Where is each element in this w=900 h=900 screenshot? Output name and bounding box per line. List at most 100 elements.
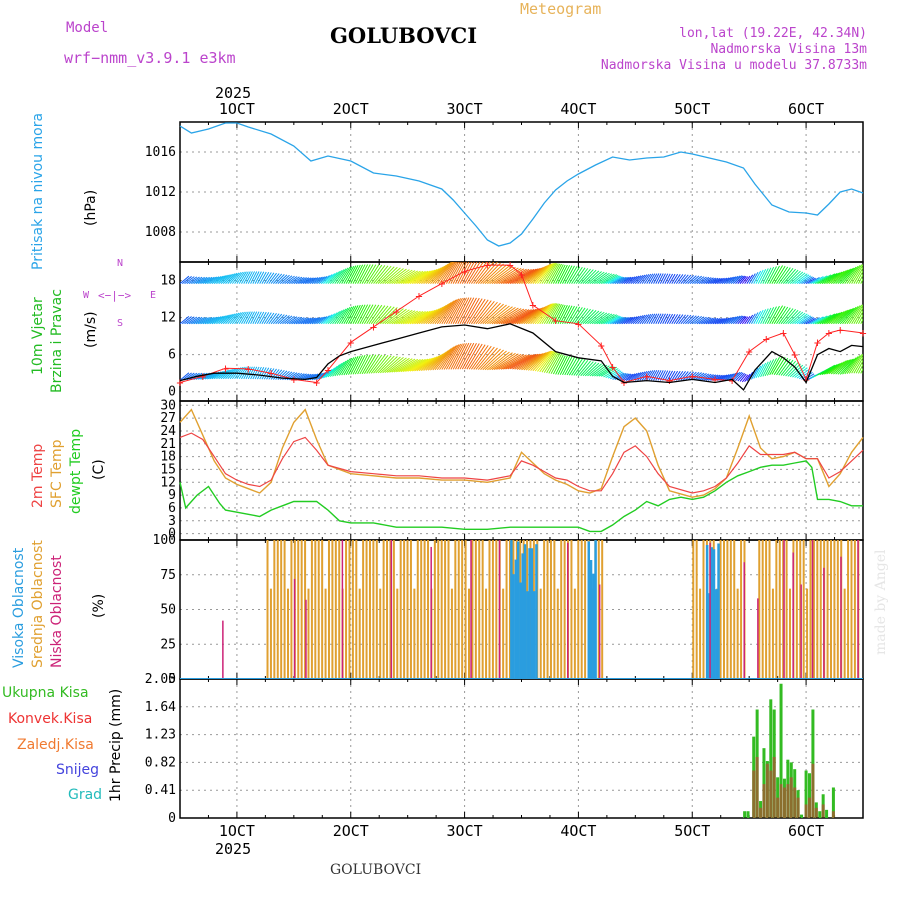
- wind-barb: [475, 346, 495, 370]
- wind-barb: [197, 317, 210, 325]
- cloud-mid-bar: [403, 540, 406, 679]
- precip-total-bar: [804, 770, 808, 818]
- cloud-mid-bar: [829, 540, 832, 679]
- wind-barb: [557, 264, 568, 284]
- wind-barb: [350, 304, 361, 325]
- wind-barb: [717, 317, 728, 325]
- cloud-mid-bar: [310, 540, 313, 679]
- wind-barb: [325, 312, 338, 325]
- cloud-mid-bar: [379, 588, 382, 679]
- wind-barb: [582, 310, 597, 325]
- cloud-mid-bar: [314, 540, 317, 679]
- wind-barb: [616, 276, 628, 285]
- wind-barb: [603, 315, 619, 325]
- cloud-mid-bar: [546, 540, 549, 679]
- wind-barb: [359, 354, 371, 375]
- wind-barb: [541, 303, 557, 325]
- wind-barb: [213, 315, 226, 325]
- cloud-mid-bar: [461, 540, 464, 679]
- wind-barb: [245, 311, 253, 325]
- wind-barb: [350, 264, 361, 284]
- dewpt-line: [179, 460, 863, 533]
- wind-barb: [298, 317, 310, 325]
- wind-barb: [498, 354, 525, 370]
- wind-barb: [363, 304, 377, 325]
- model-elevation-label: Nadmorska Visina u modelu 37.8733m: [600, 58, 867, 73]
- wind-barb: [471, 299, 489, 325]
- y-tick-label: 21: [160, 437, 176, 452]
- wind-barb: [666, 370, 674, 381]
- wind-barb: [607, 316, 622, 325]
- wind-barb: [589, 364, 605, 377]
- wind-barb: [771, 356, 784, 375]
- wind-barb: [482, 263, 504, 284]
- wind-barb: [568, 266, 581, 284]
- wind-barb: [819, 313, 838, 325]
- wind-barb: [644, 273, 652, 284]
- wind-barb: [222, 368, 234, 380]
- precip-convective-bar: [814, 807, 818, 818]
- wind-barb: [826, 311, 845, 325]
- wind-barb: [646, 370, 654, 381]
- wind-barb: [612, 276, 625, 285]
- cloud-low-bar: [792, 552, 794, 679]
- wind-barb: [402, 311, 426, 325]
- wind-barb: [375, 306, 392, 325]
- wind-barb: [505, 309, 532, 325]
- wind-barb: [377, 306, 395, 325]
- wind-barb: [762, 267, 772, 284]
- wind-barb: [254, 271, 262, 284]
- wind-barb: [298, 277, 310, 285]
- wind-barb: [491, 306, 516, 325]
- wind-barb: [345, 305, 357, 325]
- wind-barb: [780, 268, 794, 284]
- wind-barb: [814, 314, 832, 325]
- cloud-mid-bar: [345, 540, 348, 679]
- wind-barb: [482, 349, 504, 371]
- wind-barb: [801, 276, 813, 285]
- precip-convective-bar: [762, 784, 766, 818]
- wind-barb: [855, 310, 863, 325]
- wind-barb: [457, 342, 472, 370]
- wind-barb: [314, 276, 326, 285]
- wind-barb: [580, 269, 594, 284]
- wind-barb: [393, 310, 416, 325]
- wind-barb: [607, 370, 622, 379]
- wind-barb: [637, 274, 646, 284]
- wind-barb: [575, 308, 589, 325]
- wind-barb: [846, 265, 861, 284]
- wind-barb: [354, 264, 366, 284]
- wind-barb: [764, 359, 775, 377]
- wind-barb: [525, 351, 548, 371]
- wind-barb: [489, 352, 513, 371]
- wind-barb: [782, 268, 797, 284]
- wind-barb: [719, 317, 730, 325]
- wind-barb: [833, 269, 851, 284]
- wind-barb: [539, 262, 555, 284]
- year-bottom: 2025: [215, 840, 252, 858]
- wind-barb: [348, 265, 359, 284]
- wind-barb: [405, 310, 429, 325]
- wind-barb: [798, 315, 812, 325]
- wind-barb: [309, 317, 321, 325]
- cloud-mid-bar: [266, 540, 269, 679]
- cloud-mid-bar: [457, 540, 460, 679]
- wind-barb: [619, 276, 630, 285]
- wind-barb: [216, 314, 228, 325]
- wind-barb: [402, 270, 426, 285]
- wind-barb: [594, 365, 610, 377]
- wind-barb: [450, 297, 465, 325]
- wind-barb: [445, 298, 462, 325]
- cloud-mid-bar: [433, 540, 436, 679]
- y-tick-label: 50: [160, 603, 176, 618]
- wind-barb: [323, 273, 336, 284]
- wind-barb: [411, 357, 436, 372]
- cloud-mid-bar: [481, 540, 484, 679]
- precip-total-bar: [779, 683, 783, 818]
- wind-barb: [363, 354, 377, 374]
- wind-barb: [764, 266, 775, 284]
- wind-barb: [211, 370, 224, 380]
- cloud-mid-bar: [836, 540, 839, 679]
- cloud-mid-bar: [601, 540, 604, 679]
- wind-barb: [218, 274, 230, 285]
